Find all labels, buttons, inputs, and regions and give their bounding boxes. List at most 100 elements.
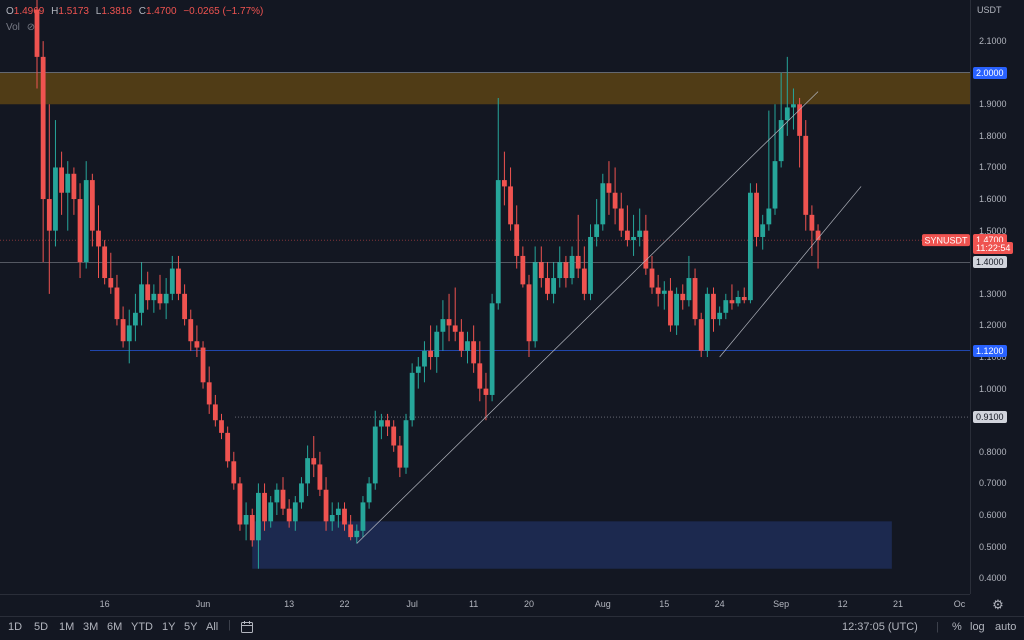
candle-body — [711, 293, 716, 320]
candle-body — [89, 180, 95, 231]
candle-body — [489, 303, 495, 395]
percent-toggle[interactable]: % — [952, 621, 962, 633]
candle-body — [514, 224, 520, 256]
candle-body — [452, 325, 458, 332]
candle-body — [741, 297, 747, 301]
support-zone[interactable] — [252, 521, 892, 569]
candle-body — [440, 319, 446, 332]
change-value: −0.0265 (−1.77%) — [183, 6, 264, 17]
candle-body — [680, 293, 686, 301]
high-label: H — [51, 6, 59, 17]
price-tick-label: 0.8000 — [979, 446, 1007, 457]
symbol-tag: SYNUSDT — [922, 234, 970, 247]
price-tick-label: 1.5000 — [979, 225, 1007, 236]
timeframe-1y[interactable]: 1Y — [162, 621, 176, 633]
price-tick-label: 0.4000 — [979, 573, 1007, 584]
candle-body — [96, 230, 101, 247]
high-value: 1.5173 — [58, 6, 89, 17]
timeframe-ytd[interactable]: YTD — [131, 621, 153, 633]
candle-body — [588, 236, 593, 294]
time-tick-label: Jun — [195, 599, 211, 609]
price-tick-label: 1.9000 — [979, 99, 1007, 110]
time-tick-label: Jul — [406, 599, 418, 609]
toolbar-divider-right: | — [936, 621, 939, 633]
candle-body — [372, 426, 378, 484]
price-tag: 1.4000 — [973, 256, 1007, 269]
resistance-zone[interactable] — [0, 72, 970, 105]
candle-body — [723, 300, 729, 313]
candle-body — [46, 199, 52, 231]
open-label: O — [6, 6, 14, 17]
time-axis[interactable]: 16 Jun 13 22 Jul 11 20 Aug 15 24 Sep 12 21 Oc — [0, 594, 970, 616]
candle-body — [692, 278, 698, 320]
time-tick-label: 20 — [523, 599, 535, 609]
utc-clock[interactable]: 12:37:05 (UTC) — [842, 621, 918, 633]
candle-body — [59, 167, 64, 193]
candle-body — [120, 319, 126, 342]
candle-body — [71, 173, 77, 200]
timeframe-6m[interactable]: 6M — [107, 621, 123, 633]
timeframe-5y[interactable]: 5Y — [184, 621, 198, 633]
candle-body — [188, 319, 194, 342]
timeframe-5d[interactable]: 5D — [34, 621, 49, 633]
time-tick-label: Oc — [953, 599, 966, 609]
candle-body — [434, 331, 440, 358]
candle-body — [557, 262, 563, 279]
price-tick-label: 0.6000 — [979, 510, 1007, 520]
time-tick-label: Sep — [773, 599, 790, 609]
candle-body — [360, 502, 366, 531]
log-toggle[interactable]: log — [970, 621, 985, 633]
candle-body — [600, 183, 606, 225]
candle-body — [108, 278, 114, 288]
candle-body — [458, 331, 464, 351]
candle-body — [40, 56, 46, 200]
candle-body — [102, 246, 108, 279]
candle-body — [194, 341, 200, 348]
candle-body — [532, 262, 538, 342]
price-tick-label: 1.2000 — [979, 320, 1007, 331]
candle-body — [735, 297, 741, 304]
trendline-1[interactable] — [356, 91, 819, 544]
timeframe-3m[interactable]: 3M — [83, 621, 99, 633]
price-tick-label: 1.0000 — [979, 383, 1007, 394]
price-tick-label: 0.5000 — [979, 541, 1007, 552]
candle-body — [139, 284, 144, 313]
volume-label: Vol — [6, 22, 20, 33]
candle-body — [83, 180, 89, 263]
candle-body — [465, 341, 470, 351]
candle-body — [317, 464, 323, 490]
candle-body — [569, 255, 575, 279]
candle-body — [311, 458, 317, 465]
candle-body — [268, 502, 274, 522]
trendline-2[interactable] — [719, 186, 862, 358]
price-tag: 0.9100 — [973, 411, 1007, 424]
candle-body — [495, 180, 501, 304]
date-range-icon[interactable] — [240, 620, 254, 637]
candle-body — [674, 293, 679, 326]
candle-body — [391, 426, 397, 446]
ohlc-legend: O1.4969 H1.5173 L1.3816 C1.4700 −0.0265 … — [6, 6, 267, 17]
candle-body — [77, 199, 83, 263]
gear-icon[interactable]: ⚙ — [992, 597, 1004, 612]
price-tick-label: 1.8000 — [979, 130, 1007, 141]
chart-plot-area[interactable]: SYNUSDT — [0, 0, 970, 594]
auto-toggle[interactable]: auto — [995, 621, 1017, 633]
price-chart-svg[interactable]: SYNUSDT — [0, 0, 970, 594]
time-tick-label: 13 — [284, 599, 295, 609]
candle-body — [631, 236, 636, 241]
close-label: C — [138, 6, 146, 17]
candle-body — [305, 458, 310, 484]
price-tick-label: 1.1000 — [979, 352, 1007, 363]
candle-body — [286, 508, 292, 522]
eye-hidden-icon[interactable]: ⊘ — [26, 22, 36, 33]
price-axis[interactable]: USDT 2.1000 1.9000 1.8000 1.7000 1.6000 1.5000… — [970, 0, 1024, 594]
candle-body — [809, 214, 815, 231]
time-tick-label: 16 — [99, 599, 110, 609]
timeframe-all[interactable]: All — [206, 621, 219, 633]
candle-body — [366, 483, 372, 503]
candle-body — [299, 483, 304, 503]
candle-body — [385, 420, 390, 427]
timeframe-1d[interactable]: 1D — [8, 621, 23, 633]
currency-label[interactable]: USDT — [977, 5, 1002, 15]
timeframe-1m[interactable]: 1M — [59, 621, 75, 633]
